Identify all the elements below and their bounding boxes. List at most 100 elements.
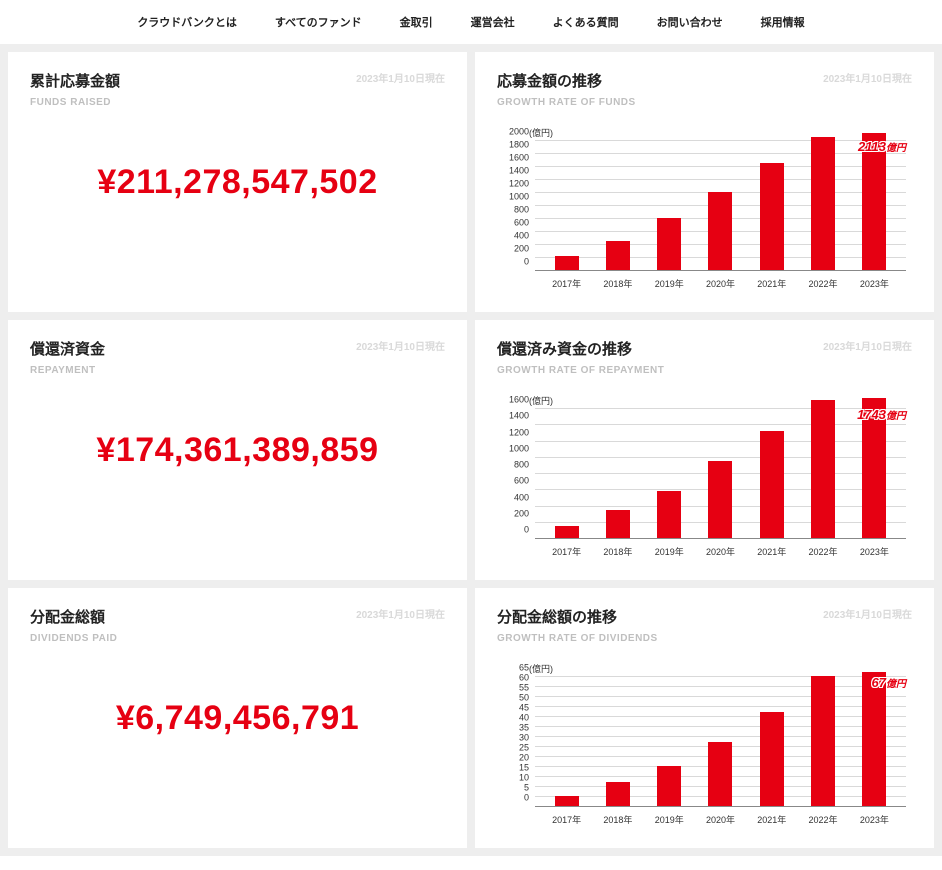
bar — [811, 400, 835, 538]
bar — [606, 782, 630, 806]
bar — [708, 461, 732, 538]
bar — [657, 766, 681, 806]
y-tick-label: 800 — [514, 206, 529, 215]
y-tick-label: 1000 — [509, 444, 529, 453]
y-tick-label: 600 — [514, 219, 529, 228]
main-nav: クラウドバンクとは すべてのファンド 金取引 運営会社 よくある質問 お問い合わ… — [0, 0, 942, 44]
y-tick-label: 15 — [519, 764, 529, 773]
nav-item-gold[interactable]: 金取引 — [400, 14, 433, 30]
y-tick-label: 0 — [524, 258, 529, 267]
card-title-en: DIVIDENDS PAID — [30, 633, 445, 644]
x-tick-label: 2018年 — [592, 545, 643, 558]
dividends-value: ¥6,749,456,791 — [30, 699, 445, 738]
y-tick-label: 600 — [514, 477, 529, 486]
bar — [708, 192, 732, 270]
chart-annotation: 1743億円 — [857, 407, 906, 422]
nav-item-about[interactable]: クラウドバンクとは — [137, 14, 237, 30]
bar — [708, 742, 732, 806]
y-tick-label: 45 — [519, 704, 529, 713]
bar — [811, 676, 835, 806]
card-repayment: 2023年1月10日現在 償還済資金 REPAYMENT ¥174,361,38… — [8, 320, 467, 580]
y-tick-label: 400 — [514, 493, 529, 502]
y-tick-label: 400 — [514, 232, 529, 241]
x-tick-label: 2018年 — [592, 813, 643, 826]
x-tick-label: 2021年 — [746, 813, 797, 826]
chart-annotation: 2113億円 — [858, 139, 906, 154]
y-tick-label: 25 — [519, 744, 529, 753]
y-tick-label: 1600 — [509, 154, 529, 163]
dashboard-grid: 2023年1月10日現在 累計応募金額 FUNDS RAISED ¥211,27… — [0, 44, 942, 856]
y-tick-label: 2000 — [509, 128, 529, 137]
x-tick-label: 2019年 — [644, 813, 695, 826]
x-tick-label: 2021年 — [746, 545, 797, 558]
y-tick-label: 65 — [519, 664, 529, 673]
x-tick-label: 2017年 — [541, 545, 592, 558]
bar — [657, 491, 681, 538]
nav-item-faq[interactable]: よくある質問 — [553, 14, 619, 30]
bar — [811, 137, 835, 270]
card-funds-growth: 2023年1月10日現在 応募金額の推移 GROWTH RATE OF FUND… — [475, 52, 934, 312]
card-dividends: 2023年1月10日現在 分配金総額 DIVIDENDS PAID ¥6,749… — [8, 588, 467, 848]
bar — [555, 526, 579, 538]
chart-funds-growth: (億円) 0 200 400 600 800 1000 1200 1400 1600 1800 200… — [497, 126, 912, 290]
card-funds-raised: 2023年1月10日現在 累計応募金額 FUNDS RAISED ¥211,27… — [8, 52, 467, 312]
card-title-en: GROWTH RATE OF DIVIDENDS — [497, 633, 912, 644]
y-tick-label: 1400 — [509, 412, 529, 421]
y-tick-label: 10 — [519, 774, 529, 783]
chart-unit-label: (億円) — [529, 394, 912, 407]
x-tick-label: 2019年 — [644, 545, 695, 558]
nav-item-recruit[interactable]: 採用情報 — [761, 14, 805, 30]
nav-item-funds[interactable]: すべてのファンド — [275, 14, 362, 30]
y-tick-label: 55 — [519, 684, 529, 693]
y-tick-label: 40 — [519, 714, 529, 723]
bar — [606, 241, 630, 270]
chart-unit-label: (億円) — [529, 126, 912, 139]
chart-repayment-growth: (億円)020040060080010001200140016001743億円2… — [497, 394, 912, 558]
y-tick-label: 1400 — [509, 167, 529, 176]
card-date: 2023年1月10日現在 — [823, 606, 912, 621]
y-tick-label: 1000 — [509, 193, 529, 202]
y-tick-label: 200 — [514, 509, 529, 518]
card-date: 2023年1月10日現在 — [823, 70, 912, 85]
card-date: 2023年1月10日現在 — [356, 70, 445, 85]
bar — [555, 256, 579, 270]
card-dividends-growth: 2023年1月10日現在 分配金総額の推移 GROWTH RATE OF DIV… — [475, 588, 934, 848]
bar — [760, 163, 784, 270]
card-repayment-growth: 2023年1月10日現在 償還済み資金の推移 GROWTH RATE OF RE… — [475, 320, 934, 580]
x-tick-label: 2023年 — [849, 813, 900, 826]
y-tick-label: 60 — [519, 674, 529, 683]
bar — [606, 510, 630, 538]
bar — [760, 431, 784, 538]
card-title-en: GROWTH RATE OF FUNDS — [497, 97, 912, 108]
x-tick-label: 2020年 — [695, 277, 746, 290]
y-tick-label: 20 — [519, 754, 529, 763]
x-tick-label: 2023年 — [849, 545, 900, 558]
bar — [862, 672, 886, 806]
x-tick-label: 2022年 — [797, 545, 848, 558]
y-tick-label: 0 — [524, 526, 529, 535]
y-tick-label: 1800 — [509, 141, 529, 150]
chart-unit-label: (億円) — [529, 662, 912, 675]
y-tick-label: 1200 — [509, 180, 529, 189]
x-tick-label: 2021年 — [746, 277, 797, 290]
card-date: 2023年1月10日現在 — [823, 338, 912, 353]
x-tick-label: 2023年 — [849, 277, 900, 290]
x-tick-label: 2020年 — [695, 813, 746, 826]
x-tick-label: 2017年 — [541, 277, 592, 290]
x-tick-label: 2018年 — [592, 277, 643, 290]
bar — [657, 218, 681, 270]
nav-item-company[interactable]: 運営会社 — [471, 14, 515, 30]
y-tick-label: 30 — [519, 734, 529, 743]
nav-item-contact[interactable]: お問い合わせ — [657, 14, 723, 30]
chart-annotation: 67億円 — [872, 675, 906, 690]
repayment-value: ¥174,361,389,859 — [30, 431, 445, 470]
y-tick-label: 50 — [519, 694, 529, 703]
y-tick-label: 35 — [519, 724, 529, 733]
y-tick-label: 200 — [514, 245, 529, 254]
card-title-en: FUNDS RAISED — [30, 97, 445, 108]
chart-dividends-growth: (億円)0510152025303540455055606567億円2017年2… — [497, 662, 912, 826]
y-tick-label: 1200 — [509, 428, 529, 437]
y-tick-label: 0 — [524, 794, 529, 803]
x-tick-label: 2020年 — [695, 545, 746, 558]
y-tick-label: 5 — [524, 784, 529, 793]
